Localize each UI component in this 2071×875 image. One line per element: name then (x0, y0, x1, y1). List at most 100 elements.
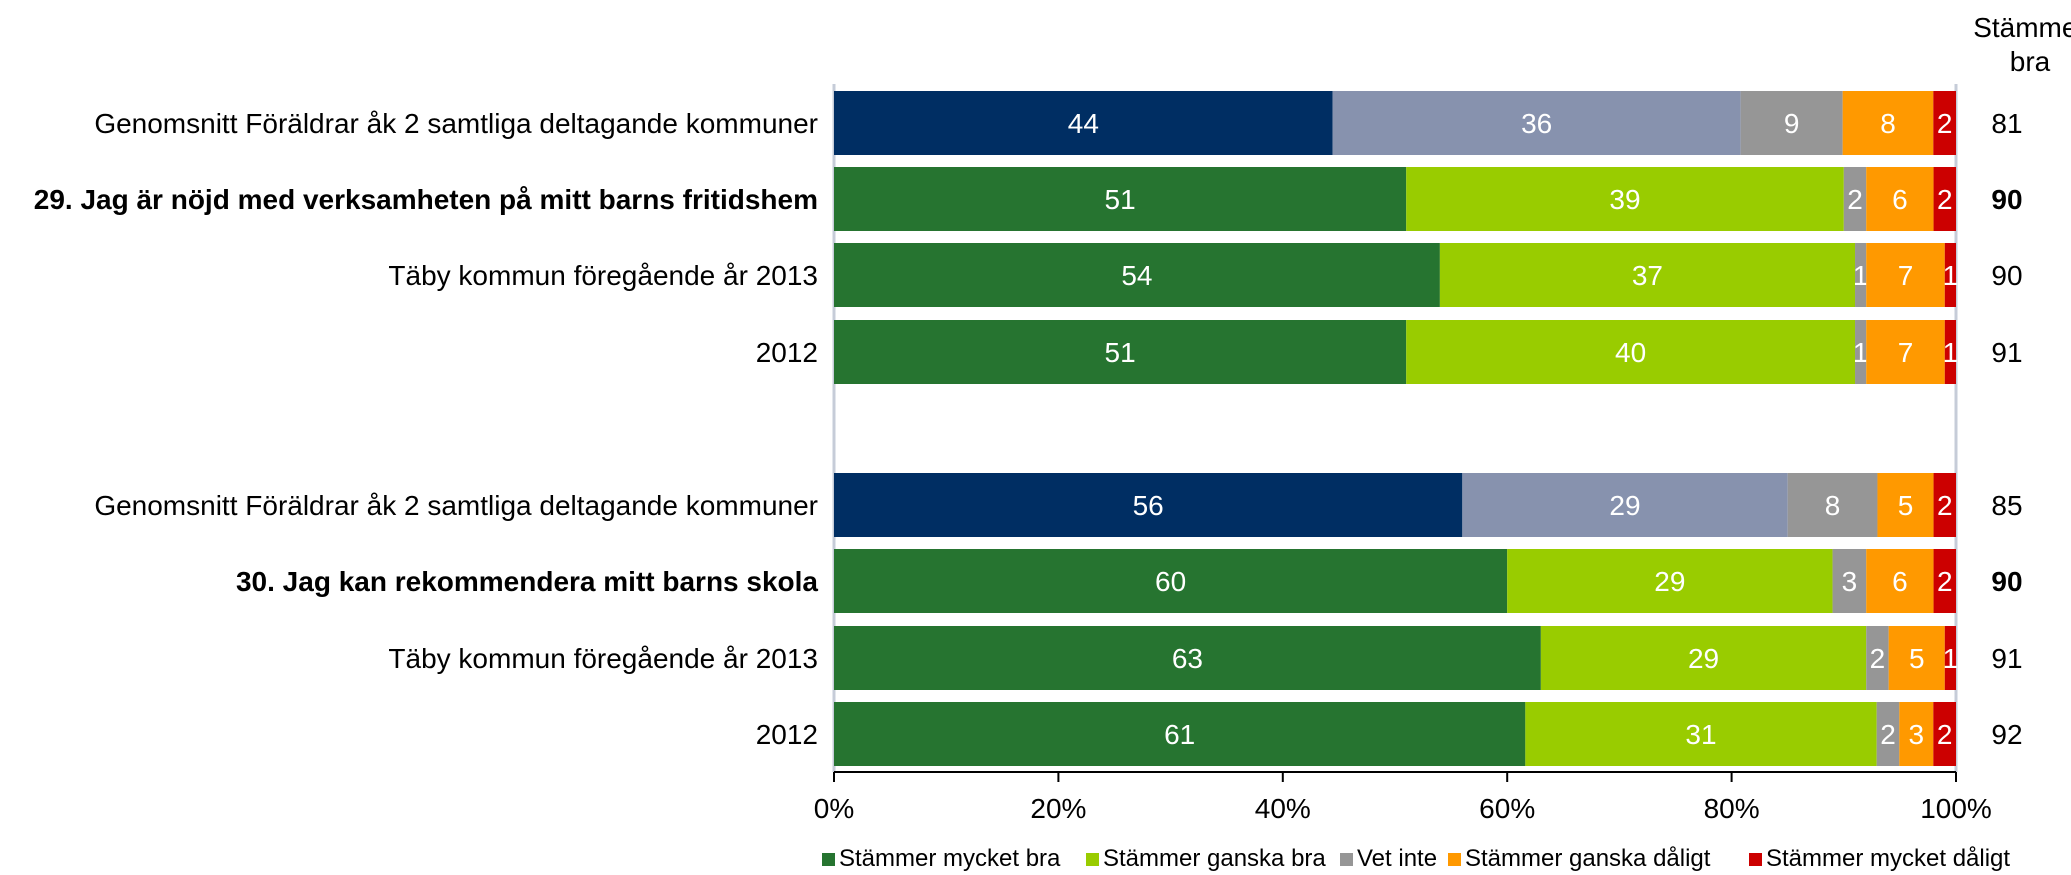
bar-segment (1877, 473, 1934, 537)
bar-value-label: 1 (1943, 260, 1959, 291)
bar-value-label: 1 (1943, 337, 1959, 368)
bar-segment (1855, 320, 1867, 384)
total-column-header: Stämmer (1973, 12, 2071, 43)
bar-value-label: 31 (1685, 719, 1716, 750)
bar-segment (1406, 167, 1844, 231)
category-label: Genomsnitt Föräldrar åk 2 samtliga delta… (94, 490, 818, 521)
bar-segment (1842, 91, 1934, 155)
total-column: 81 90 90 91 85 90 91 92 Stämmerbra (1973, 12, 2071, 750)
bar-segment (834, 320, 1407, 384)
category-label: 2012 (756, 337, 818, 368)
bar-segment (1899, 702, 1934, 766)
x-tick-label: 0% (814, 793, 854, 824)
legend-label: Stämmer mycket dåligt (1766, 845, 2010, 872)
bar-segment (1944, 243, 1956, 307)
bar-segment (1525, 702, 1877, 766)
bar-segment (1933, 473, 1956, 537)
category-label: 30. Jag kan rekommendera mitt barns skol… (236, 566, 818, 597)
bar-segment (1866, 243, 1945, 307)
bar-value-label: 2 (1937, 566, 1953, 597)
bar-value-label: 2 (1880, 719, 1896, 750)
bar-segment (1944, 626, 1956, 690)
bar-value-label: 1 (1853, 260, 1869, 291)
bar-segment (1933, 91, 1956, 155)
bar-value-label: 2 (1847, 184, 1863, 215)
bar-segment (1866, 167, 1934, 231)
bar-segment (834, 91, 1333, 155)
bar-segment (1933, 167, 1956, 231)
bar-value-label: 8 (1880, 108, 1896, 139)
bar-value-label: 60 (1155, 566, 1186, 597)
bar-value-label: 39 (1609, 184, 1640, 215)
total-value: 85 (1991, 490, 2022, 521)
x-tick-label: 80% (1704, 793, 1760, 824)
total-value: 91 (1991, 643, 2022, 674)
bar-value-label: 61 (1164, 719, 1195, 750)
bar-segment (1832, 549, 1867, 613)
bar-value-label: 6 (1892, 566, 1908, 597)
legend-label: Vet inte (1357, 845, 1437, 872)
bar-segment (1507, 549, 1833, 613)
bar-value-label: 1 (1943, 643, 1959, 674)
total-value: 92 (1991, 719, 2022, 750)
bar-value-label: 3 (1842, 566, 1858, 597)
legend-swatch (1749, 853, 1762, 866)
bar-value-label: 54 (1121, 260, 1152, 291)
bar-value-label: 2 (1937, 184, 1953, 215)
category-label: Täby kommun föregående år 2013 (388, 260, 818, 291)
bar-value-label: 5 (1909, 643, 1925, 674)
bar-segment (1439, 243, 1856, 307)
total-value: 91 (1991, 337, 2022, 368)
category-label: Genomsnitt Föräldrar åk 2 samtliga delta… (94, 108, 818, 139)
bar-segment (1855, 243, 1867, 307)
total-value: 81 (1991, 108, 2022, 139)
bar-segment (1866, 549, 1934, 613)
bar-segment (1462, 473, 1788, 537)
bar-value-label: 2 (1937, 719, 1953, 750)
bars: 44 36 9 8 251 39 2 6 254 37 1 7 151 40 1 7 156 29 8 5 260 29 3… (834, 91, 1958, 766)
bar-segment (1933, 702, 1956, 766)
legend-label: Stämmer mycket bra (839, 845, 1061, 872)
bar-segment (1944, 320, 1956, 384)
legend-swatch (822, 853, 835, 866)
legend-swatch (1340, 853, 1353, 866)
bar-segment (1876, 702, 1900, 766)
bar-value-label: 3 (1909, 719, 1925, 750)
bar-segment (834, 473, 1463, 537)
total-value: 90 (1991, 184, 2022, 215)
bar-value-label: 37 (1632, 260, 1663, 291)
bar-value-label: 36 (1521, 108, 1552, 139)
bar-value-label: 51 (1105, 337, 1136, 368)
bar-value-label: 7 (1898, 337, 1914, 368)
bar-segment (1933, 549, 1956, 613)
category-label: 2012 (756, 719, 818, 750)
bar-value-label: 8 (1825, 490, 1841, 521)
total-column-header: bra (2010, 46, 2051, 77)
bar-value-label: 5 (1898, 490, 1914, 521)
bar-value-label: 29 (1654, 566, 1685, 597)
bar-value-label: 51 (1105, 184, 1136, 215)
x-tick-label: 20% (1030, 793, 1086, 824)
category-labels: Genomsnitt Föräldrar åk 2 samtliga delta… (34, 108, 819, 750)
bar-value-label: 40 (1615, 337, 1646, 368)
total-value: 90 (1991, 260, 2022, 291)
category-label: 29. Jag är nöjd med verksamheten på mitt… (34, 184, 818, 215)
bar-segment (1332, 91, 1741, 155)
legend: Stämmer mycket bra Stämmer ganska bra Vet … (822, 845, 2010, 872)
bar-value-label: 29 (1688, 643, 1719, 674)
bar-value-label: 2 (1937, 490, 1953, 521)
bar-value-label: 63 (1172, 643, 1203, 674)
x-tick-label: 40% (1255, 793, 1311, 824)
bar-segment (1406, 320, 1856, 384)
bar-value-label: 44 (1068, 108, 1099, 139)
total-value: 90 (1991, 566, 2022, 597)
bar-value-label: 7 (1898, 260, 1914, 291)
bar-segment (1888, 626, 1945, 690)
x-tick-label: 100% (1920, 793, 1992, 824)
legend-label: Stämmer ganska dåligt (1465, 845, 1711, 872)
bar-segment (834, 702, 1526, 766)
legend-swatch (1448, 853, 1461, 866)
bar-value-label: 1 (1853, 337, 1869, 368)
bar-segment (1866, 626, 1889, 690)
x-tick-label: 60% (1479, 793, 1535, 824)
